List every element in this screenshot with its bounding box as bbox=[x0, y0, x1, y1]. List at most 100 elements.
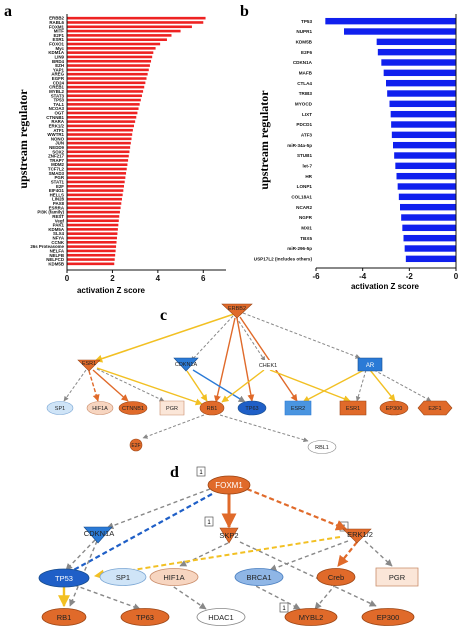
bar-nono bbox=[67, 137, 132, 141]
bar-pak1 bbox=[67, 223, 119, 227]
bar-pax8 bbox=[67, 202, 122, 205]
node-rb1: RB1 bbox=[199, 400, 225, 416]
category-label-lin9: LIN9 bbox=[54, 54, 64, 59]
edge-creb-mybl2 bbox=[314, 583, 337, 610]
category-label-jun: JUN bbox=[55, 141, 64, 146]
category-label-egfr: EGFR bbox=[52, 76, 65, 81]
edge-ar-esr2 bbox=[302, 369, 365, 403]
bar-rara bbox=[67, 120, 136, 123]
node-ep300-label: EP300 bbox=[386, 406, 403, 412]
bar-creb1 bbox=[67, 85, 145, 89]
node-e2f1: E2F1 bbox=[417, 400, 453, 416]
x-tick-label: 6 bbox=[201, 274, 206, 283]
category-label-kdm5a: KDM5A bbox=[48, 227, 64, 232]
category-label-pak1: PAK1 bbox=[53, 223, 65, 228]
node-pgr: PGR bbox=[159, 400, 185, 416]
edge-esr1-hif1a bbox=[88, 370, 100, 402]
bar-ngfr bbox=[401, 214, 456, 221]
bar-yap1 bbox=[67, 68, 149, 72]
panel-d-nodes: FOXM1 CDKN1A SKP2 ERK1/2 TP53 SP1 bbox=[38, 475, 419, 626]
bar-mafb bbox=[383, 69, 456, 77]
category-label-smad3: SMAD3 bbox=[49, 171, 65, 176]
node-foxm1-label: FOXM1 bbox=[215, 481, 243, 490]
category-label-tcf7l2: TCF7L2 bbox=[48, 167, 65, 172]
node-erk12-label: ERK1/2 bbox=[347, 530, 373, 539]
x-tick-label: -6 bbox=[312, 272, 320, 281]
bar-stat1 bbox=[67, 180, 125, 184]
node-sp1-d: SP1 bbox=[99, 568, 147, 586]
bar-myocd bbox=[389, 100, 456, 108]
category-label-slx4: SLX4 bbox=[53, 231, 65, 236]
node-erbb2: ERBB2 bbox=[221, 303, 253, 319]
bar-stub1 bbox=[394, 152, 456, 159]
x-tick-label: -2 bbox=[406, 272, 414, 281]
category-label-tbx5: TBX5 bbox=[300, 236, 312, 241]
category-label-ogt: OGT bbox=[54, 111, 64, 116]
category-label-kdm5b: KDM5B bbox=[48, 261, 64, 266]
category-label-pdcd1: PDCD1 bbox=[296, 122, 312, 127]
category-label-e2f1: E2F1 bbox=[54, 33, 65, 38]
edge-erk12-pgr bbox=[364, 540, 393, 567]
node-e2f: E2F bbox=[129, 438, 143, 452]
x-tick-label: 0 bbox=[65, 274, 70, 283]
edge-erk12-tp53 bbox=[94, 536, 341, 580]
panel-a-x-axis-label: activation Z score bbox=[77, 286, 146, 295]
bar-tcf7l2 bbox=[67, 167, 127, 171]
panel-b-bars bbox=[325, 17, 456, 263]
edge-rb1-e2f bbox=[142, 414, 205, 439]
category-label-trib3: TRIB3 bbox=[299, 91, 313, 96]
category-label-atf3: ATF3 bbox=[301, 132, 313, 137]
node-rbl1-label: RBL1 bbox=[315, 445, 329, 451]
edge-erbb2-cdkn1a bbox=[190, 315, 234, 362]
edge-erbb2-esr2 bbox=[239, 316, 298, 402]
category-label-col18a1: COL18A1 bbox=[291, 194, 312, 199]
bar-atf1 bbox=[67, 128, 133, 132]
node-esr1: ESR1 bbox=[77, 359, 101, 372]
edge-esr1-sp1 bbox=[63, 369, 87, 402]
node-pgr-label: PGR bbox=[166, 406, 178, 412]
category-label-areg: AREG bbox=[51, 72, 64, 77]
panel-b-x-axis: -6 -4 -2 0 bbox=[312, 14, 459, 281]
bar-hells bbox=[67, 193, 123, 197]
bar-mdm2 bbox=[67, 163, 128, 166]
category-label-yap1: YAP1 bbox=[53, 67, 65, 72]
category-label-myc: Myc bbox=[55, 46, 64, 51]
edge-esr1-rb1 bbox=[96, 367, 203, 406]
category-label-wwtr1: WWTR1 bbox=[47, 132, 64, 137]
node-mybl2-label: MYBL2 bbox=[299, 613, 324, 622]
bar-mir-34a-5p bbox=[393, 141, 456, 149]
category-label-nedd9: NEDD9 bbox=[49, 145, 64, 150]
bar-trib3 bbox=[387, 90, 456, 97]
edge-erbb2-esr1 bbox=[94, 312, 238, 363]
category-label-26s-proteasome: 26s Proteasome bbox=[30, 244, 64, 249]
category-label-esr1: ESR1 bbox=[53, 37, 65, 42]
category-label-ctla4: CTLA4 bbox=[297, 81, 312, 86]
node-hdac1: HDAC1 bbox=[196, 608, 246, 626]
category-label-mir-34a-5p: miR-34a-5p bbox=[287, 143, 312, 148]
category-label-erbb2: ERBB2 bbox=[49, 16, 64, 21]
panel-c-label: c bbox=[160, 307, 167, 324]
bar-pgr bbox=[67, 176, 126, 179]
node-hif1a: HIF1A bbox=[86, 401, 114, 415]
node-e2f-label: E2F bbox=[131, 443, 140, 449]
node-cdkn1a-d-label: CDKN1A bbox=[84, 529, 114, 538]
count-badge-2: 1 bbox=[207, 520, 211, 526]
bar-nelfcd bbox=[67, 258, 115, 261]
bar-lixt bbox=[390, 110, 456, 118]
category-label-ccnk: CCNK bbox=[51, 240, 65, 245]
panel-c-edges bbox=[63, 312, 432, 443]
category-label-stat3: STAT3 bbox=[51, 93, 65, 98]
node-hif1a-d-label: HIF1A bbox=[163, 573, 184, 582]
category-label-trap7: TRAP7 bbox=[50, 158, 65, 163]
category-label-creb1: CREB1 bbox=[49, 85, 64, 90]
node-creb-label: Creb bbox=[328, 573, 344, 582]
node-rb1-d-label: RB1 bbox=[57, 613, 72, 622]
category-label-nelfcd: NELFCD bbox=[46, 257, 64, 262]
category-label-ncoa3: NCOA3 bbox=[49, 106, 65, 111]
node-pgr-d: PGR bbox=[375, 567, 419, 587]
category-label-kdm5b: KDM5B bbox=[296, 39, 313, 44]
bar-mir-296-5p bbox=[404, 245, 456, 252]
category-label-rest: REST bbox=[52, 214, 64, 219]
node-rbl1: RBL1 bbox=[307, 440, 337, 454]
bar-ogt bbox=[67, 111, 138, 115]
